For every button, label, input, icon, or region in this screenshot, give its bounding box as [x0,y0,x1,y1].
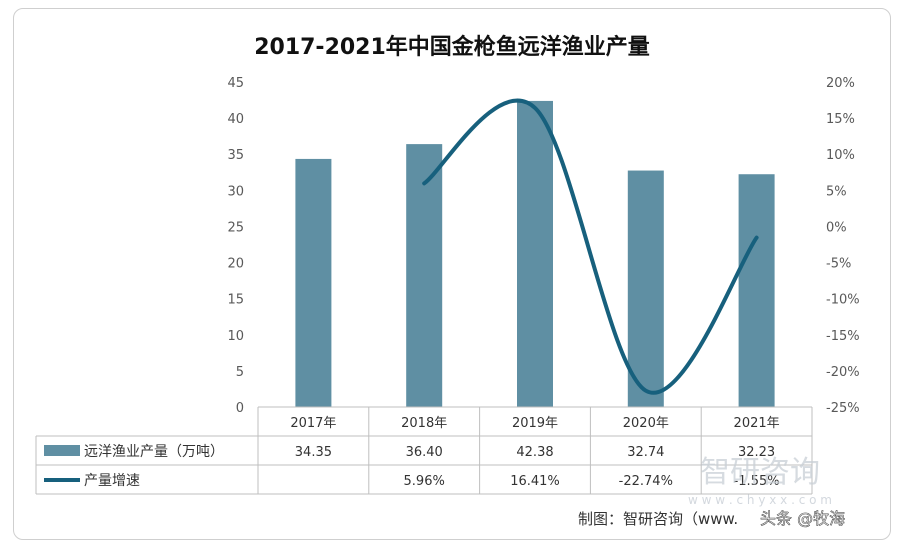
watermark-logo: 智研咨询 [700,455,820,490]
x-tick-label: 2021年 [734,416,780,431]
chart-title: 2017-2021年中国金枪鱼远洋渔业产量 [254,34,650,60]
y-left-tick-label: 35 [227,148,244,163]
legend-label-bar: 远洋渔业产量（万吨） [84,444,224,460]
bar-data-label: 42.38 [516,445,553,460]
bar-data-label: 32.23 [738,445,775,460]
x-tick-label: 2019年 [512,416,558,431]
line-data-label: 16.41% [510,474,560,489]
legend-label-line: 产量增速 [84,473,140,489]
y-left-tick-label: 0 [236,401,244,416]
line-data-label: 5.96% [404,474,445,489]
y-right-tick-label: -5% [826,257,851,272]
bar-4 [627,170,664,407]
y-left-tick-label: 40 [227,112,244,127]
y-right-tick-label: -10% [826,293,860,308]
bar-1 [295,158,332,407]
y-right-tick-label: 5% [826,184,847,199]
y-left-tick-label: 30 [227,184,244,199]
watermark-url: w w w . c h y x x . c o m [688,493,832,507]
x-tick-label: 2017年 [290,416,336,431]
source-text: 制图：智研咨询（www. [578,510,738,528]
watermark-tag: 头条 @牧海 [760,509,845,528]
bar-data-label: 34.35 [295,445,332,460]
y-right-tick-label: -20% [826,365,860,380]
bar-5 [738,174,775,407]
x-tick-label: 2020年 [623,416,669,431]
bar-data-label: 32.74 [627,445,664,460]
y-left-tick-label: 45 [227,76,244,91]
legend-swatch-bar [44,445,80,456]
y-right-tick-label: -25% [826,401,860,416]
y-right-tick-label: -15% [826,329,860,344]
y-left-tick-label: 15 [227,293,244,308]
y-right-tick-label: 10% [826,148,855,163]
y-right-tick-label: 20% [826,76,855,91]
bar-3 [517,100,553,407]
y-right-tick-label: 15% [826,112,855,127]
y-left-tick-label: 5 [236,365,244,380]
y-left-tick-label: 10 [227,329,244,344]
growth-line [422,98,759,395]
y-left-tick-label: 25 [227,220,244,235]
line-data-label: -22.74% [619,474,673,489]
y-right-tick-label: 0% [826,220,847,235]
bar-2 [406,144,443,407]
bar-data-label: 36.40 [406,445,443,460]
x-tick-label: 2018年 [401,416,447,431]
line-data-label: -1.55% [734,474,780,489]
y-left-tick-label: 20 [227,257,244,272]
